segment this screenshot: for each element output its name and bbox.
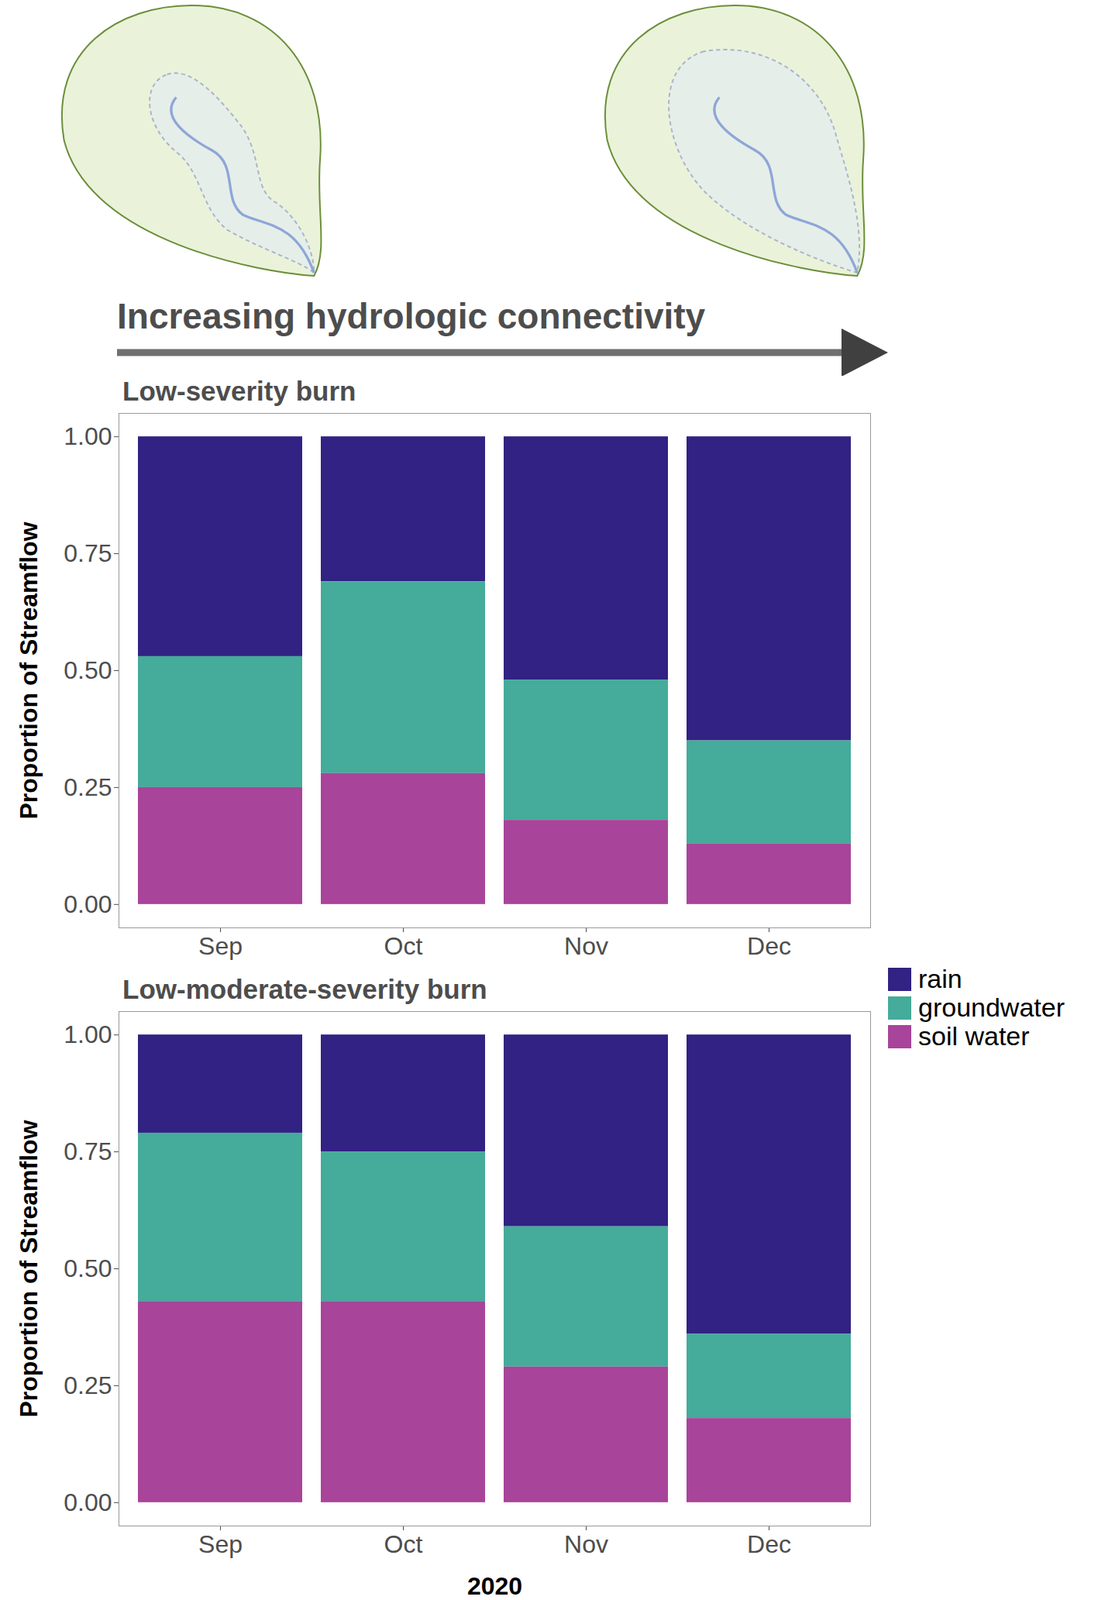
svg-text:0.25: 0.25 xyxy=(63,1371,112,1400)
svg-text:1.00: 1.00 xyxy=(63,422,112,451)
svg-text:Dec: Dec xyxy=(746,1530,792,1559)
svg-text:0.00: 0.00 xyxy=(63,890,112,919)
svg-text:Nov: Nov xyxy=(564,932,609,961)
html-text:rain: rain xyxy=(918,963,963,994)
svg-text:Sep: Sep xyxy=(198,1530,243,1559)
svg-text:0.50: 0.50 xyxy=(63,656,112,685)
html-text:groundwater: groundwater xyxy=(918,992,1065,1023)
svg-text:0.75: 0.75 xyxy=(63,539,112,568)
svg-text:0.25: 0.25 xyxy=(63,773,112,802)
html-text:Low-severity burn: Low-severity burn xyxy=(122,375,357,407)
svg-text:Proportion of Streamflow: Proportion of Streamflow xyxy=(14,1119,43,1418)
svg-text:Increasing hydrologic connecti: Increasing hydrologic connectivity xyxy=(117,296,706,337)
svg-text:0.50: 0.50 xyxy=(63,1254,112,1283)
svg-text:0.75: 0.75 xyxy=(63,1137,112,1166)
html-text:soil water: soil water xyxy=(918,1021,1030,1051)
svg-text:Sep: Sep xyxy=(198,932,243,961)
svg-text:Oct: Oct xyxy=(384,1530,424,1559)
svg-text:2020: 2020 xyxy=(467,1572,523,1600)
svg-text:0.00: 0.00 xyxy=(63,1488,112,1517)
svg-text:Dec: Dec xyxy=(746,932,792,961)
svg-text:Proportion of Streamflow: Proportion of Streamflow xyxy=(14,521,43,820)
svg-text:1.00: 1.00 xyxy=(63,1020,112,1049)
html-text:Low-moderate-severity burn: Low-moderate-severity burn xyxy=(122,974,488,1005)
svg-text:Nov: Nov xyxy=(564,1530,609,1559)
svg-text:Oct: Oct xyxy=(384,932,424,961)
